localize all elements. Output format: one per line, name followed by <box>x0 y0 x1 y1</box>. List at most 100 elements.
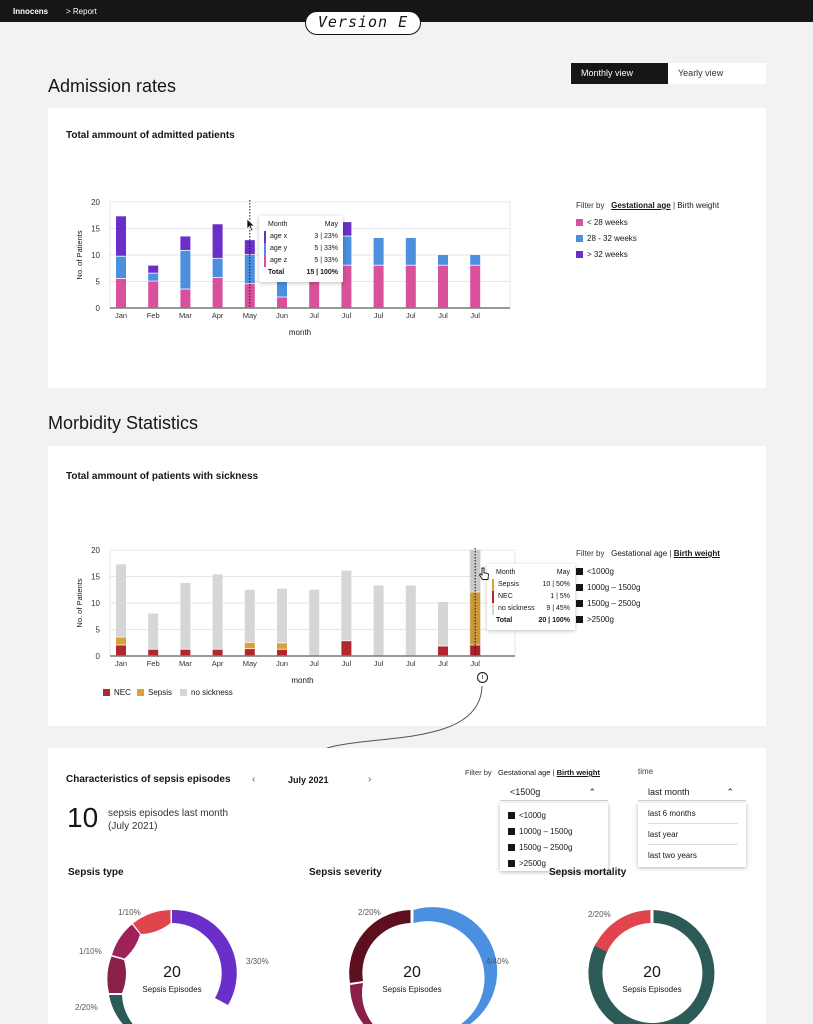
bar-segment[interactable] <box>341 641 352 656</box>
bar-segment[interactable] <box>244 649 255 656</box>
bar-segment[interactable] <box>148 281 159 308</box>
bar-segment[interactable] <box>277 649 287 656</box>
bar-segment[interactable] <box>180 236 191 250</box>
bar-segment[interactable] <box>116 216 126 256</box>
x-tick-label: Jul <box>374 311 384 320</box>
admission-chart-title: Total ammount of admitted patients <box>66 130 235 141</box>
bar-segment[interactable] <box>341 222 352 236</box>
weight-option[interactable]: <1000g <box>508 811 546 820</box>
bar-segment[interactable] <box>405 238 416 265</box>
filter-gestational-age[interactable]: Gestational age <box>611 549 668 558</box>
bar-segment[interactable] <box>244 240 255 255</box>
time-option[interactable]: last 6 months <box>648 808 738 824</box>
bar-segment[interactable] <box>277 297 287 308</box>
bar-segment[interactable] <box>212 649 223 656</box>
bar-segment[interactable] <box>148 649 159 656</box>
weight-option[interactable]: 1500g – 2500g <box>508 843 572 852</box>
bar-segment[interactable] <box>438 646 448 656</box>
bar-segment[interactable] <box>212 224 223 258</box>
bar-segment[interactable] <box>180 250 191 289</box>
bar-segment[interactable] <box>116 637 126 645</box>
bar-segment[interactable] <box>116 564 126 637</box>
bar-segment[interactable] <box>341 236 352 265</box>
bar-segment[interactable] <box>373 265 384 308</box>
x-tick-label: May <box>243 311 257 320</box>
filter-gestational-age[interactable]: Gestational age <box>497 768 551 777</box>
bar-segment[interactable] <box>180 582 191 649</box>
donut-segment[interactable] <box>349 910 411 983</box>
bar-segment[interactable] <box>212 258 223 277</box>
bar-segment[interactable] <box>341 570 352 641</box>
tooltip-row-value: 3 | 23% <box>314 233 338 240</box>
bar-segment[interactable] <box>405 585 416 656</box>
filter-birth-weight[interactable]: Birth weight <box>673 549 720 558</box>
donut-segment[interactable] <box>109 995 142 1024</box>
admission-tooltip: Month May age x 3 | 23% age y 5 | 33% age z… <box>259 216 343 282</box>
app-brand[interactable]: Innocens <box>13 7 49 16</box>
bar-segment[interactable] <box>148 273 159 281</box>
bar-segment[interactable] <box>470 265 481 308</box>
bar-segment[interactable] <box>277 643 287 649</box>
bar-segment[interactable] <box>470 550 481 592</box>
bar-segment[interactable] <box>116 645 126 656</box>
bar-segment[interactable] <box>438 601 448 646</box>
weight-select[interactable]: <1500g ⌃ <box>500 784 608 801</box>
bar-segment[interactable] <box>470 255 481 265</box>
bar-segment[interactable] <box>309 589 320 656</box>
filter-gestational-age[interactable]: Gestational age <box>611 201 671 210</box>
bar-segment[interactable] <box>180 289 191 308</box>
yearly-view-button[interactable]: Yearly view <box>678 68 724 78</box>
bar-segment[interactable] <box>373 585 384 656</box>
chevron-right-icon[interactable]: › <box>368 774 372 785</box>
donut-segment[interactable] <box>349 983 382 1024</box>
donut-segment[interactable] <box>595 910 651 952</box>
filter-label: Filter by <box>465 768 492 777</box>
legend-swatch <box>576 616 583 623</box>
bar-segment[interactable] <box>148 613 159 649</box>
monthly-view-button[interactable]: Monthly view <box>571 63 668 84</box>
time-option[interactable]: last year <box>648 829 738 845</box>
time-select[interactable]: last month ⌃ <box>638 784 746 801</box>
bar-segment[interactable] <box>180 649 191 656</box>
donut-center-label: Sepsis Episodes <box>622 985 682 994</box>
x-tick-label: Jul <box>342 659 352 668</box>
tooltip-row-value: 9 | 45% <box>546 605 570 612</box>
tooltip-total-value: 20 | 100% <box>538 617 570 624</box>
bar-segment[interactable] <box>277 276 287 297</box>
filter-birth-weight[interactable]: Birth weight <box>677 201 720 210</box>
bar-segment[interactable] <box>438 255 448 265</box>
bar-segment[interactable] <box>116 256 126 279</box>
bar-segment[interactable] <box>277 588 287 643</box>
donut-segment[interactable] <box>107 956 126 994</box>
bar-segment[interactable] <box>405 265 416 308</box>
time-select-value: last month <box>648 787 690 797</box>
info-icon[interactable]: i <box>477 672 488 683</box>
bar-segment[interactable] <box>148 265 159 273</box>
bar-segment[interactable] <box>309 270 320 308</box>
bar-segment[interactable] <box>116 278 126 308</box>
donut-segment[interactable] <box>133 910 171 934</box>
weight-option[interactable]: 1000g – 1500g <box>508 827 572 836</box>
bar-segment[interactable] <box>373 238 384 265</box>
weight-option-label: 1000g – 1500g <box>519 827 573 836</box>
weight-option[interactable]: >2500g <box>508 859 546 868</box>
chevron-left-icon[interactable]: ‹ <box>252 774 256 785</box>
filter-birth-weight[interactable]: Birth weight <box>556 768 600 777</box>
bar-segment[interactable] <box>212 277 223 308</box>
time-option[interactable]: last two years <box>648 851 697 860</box>
bar-segment[interactable] <box>438 265 448 308</box>
donut-segment[interactable] <box>172 909 237 1005</box>
y-tick-label: 10 <box>91 599 100 608</box>
bar-segment[interactable] <box>341 265 352 308</box>
time-dropdown: last 6 months last year last two years <box>638 803 746 867</box>
bar-segment[interactable] <box>244 642 255 649</box>
breadcrumb[interactable]: > Report <box>66 7 97 16</box>
x-tick-label: Jun <box>276 659 288 668</box>
bar-segment[interactable] <box>244 589 255 642</box>
donut-segment[interactable] <box>413 907 498 1024</box>
donut-segment[interactable] <box>112 924 140 959</box>
y-axis-label: No. of Patients <box>75 578 84 627</box>
bar-segment[interactable] <box>244 284 255 308</box>
bar-segment[interactable] <box>212 574 223 649</box>
donut-label: 2/20% <box>588 910 611 919</box>
